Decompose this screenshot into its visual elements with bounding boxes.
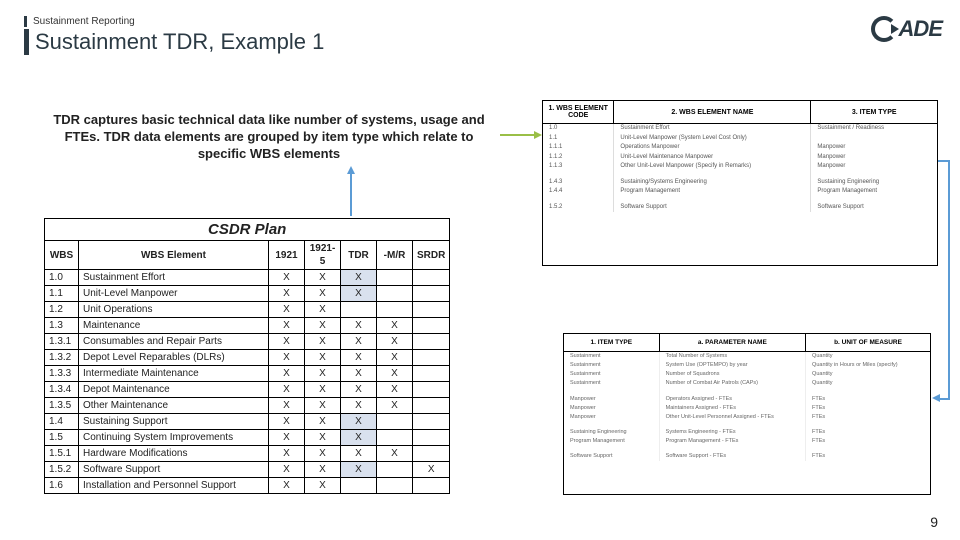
csdr-header-row: WBSWBS Element19211921-5TDR-M/RSRDR xyxy=(45,241,450,270)
description-text: TDR captures basic technical data like n… xyxy=(44,112,494,163)
header-kicker: Sustainment Reporting xyxy=(24,16,324,27)
csdr-col-header: -M/R xyxy=(377,241,413,270)
csdr-row: 1.1Unit-Level ManpowerXXX xyxy=(45,286,450,302)
page-number: 9 xyxy=(930,514,938,530)
csdr-plan-table: CSDR Plan WBSWBS Element19211921-5TDR-M/… xyxy=(44,218,450,494)
csdr-col-header: SRDR xyxy=(413,241,450,270)
itemtype-row: Software SupportSoftware Support - FTEsF… xyxy=(564,452,930,461)
logo-text: ADE xyxy=(899,16,942,42)
itemtype-row: SustainmentSystem Use (OPTEMPO) by yearQ… xyxy=(564,361,930,370)
wbs-row: 1.1.1Operations ManpowerManpower xyxy=(543,143,937,153)
wbs-col-header: 3. ITEM TYPE xyxy=(811,101,937,124)
csdr-row: 1.5.1Hardware ModificationsXXXX xyxy=(45,446,450,462)
csdr-col-header: WBS Element xyxy=(79,241,269,270)
brand-logo: ADE xyxy=(871,16,942,42)
logo-c-icon xyxy=(871,16,897,42)
csdr-row: 1.5.2Software SupportXXXX xyxy=(45,462,450,478)
wbs-col-header: 2. WBS ELEMENT NAME xyxy=(614,101,811,124)
csdr-col-header: TDR xyxy=(341,241,377,270)
itemtype-row: Program ManagementProgram Management - F… xyxy=(564,437,930,446)
itemtype-col-header: a. PARAMETER NAME xyxy=(659,334,805,352)
csdr-row: 1.3MaintenanceXXXX xyxy=(45,318,450,334)
itemtype-row: ManpowerMaintainers Assigned - FTEsFTEs xyxy=(564,404,930,413)
csdr-row: 1.2Unit OperationsXX xyxy=(45,302,450,318)
wbs-row: 1.0Sustainment EffortSustainment / Readi… xyxy=(543,124,937,134)
wbs-row: 1.4.3Sustaining/Systems EngineeringSusta… xyxy=(543,178,937,188)
wbs-row: 1.1Unit-Level Manpower (System Level Cos… xyxy=(543,134,937,144)
item-type-table: 1. ITEM TYPEa. PARAMETER NAMEb. UNIT OF … xyxy=(563,333,931,495)
wbs-col-header: 1. WBS ELEMENT CODE xyxy=(543,101,614,124)
csdr-row: 1.4Sustaining SupportXXX xyxy=(45,414,450,430)
arrow-up-icon xyxy=(350,172,352,216)
itemtype-col-header: 1. ITEM TYPE xyxy=(564,334,659,352)
itemtype-col-header: b. UNIT OF MEASURE xyxy=(806,334,930,352)
itemtype-row: ManpowerOperators Assigned - FTEsFTEs xyxy=(564,395,930,404)
itemtype-row: SustainmentTotal Number of SystemsQuanti… xyxy=(564,352,930,362)
slide-header: Sustainment Reporting Sustainment TDR, E… xyxy=(24,16,324,55)
wbs-row: 1.4.4Program ManagementProgram Managemen… xyxy=(543,187,937,197)
csdr-row: 1.3.1Consumables and Repair PartsXXXX xyxy=(45,334,450,350)
csdr-col-header: 1921 xyxy=(269,241,305,270)
csdr-row: 1.6Installation and Personnel SupportXX xyxy=(45,478,450,494)
csdr-row: 1.0Sustainment EffortXXX xyxy=(45,270,450,286)
csdr-row: 1.3.2Depot Level Reparables (DLRs)XXXX xyxy=(45,350,450,366)
arrow-right-icon xyxy=(500,134,536,136)
csdr-caption: CSDR Plan xyxy=(44,218,450,240)
connector-line xyxy=(938,160,950,400)
itemtype-row: Sustaining EngineeringSystems Engineerin… xyxy=(564,428,930,437)
slide-title: Sustainment TDR, Example 1 xyxy=(24,29,324,55)
csdr-row: 1.3.3Intermediate MaintenanceXXXX xyxy=(45,366,450,382)
itemtype-row: ManpowerOther Unit-Level Personnel Assig… xyxy=(564,413,930,422)
csdr-col-header: WBS xyxy=(45,241,79,270)
csdr-row: 1.3.4Depot MaintenanceXXXX xyxy=(45,382,450,398)
wbs-row: 1.5.2Software SupportSoftware Support xyxy=(543,203,937,213)
itemtype-row: SustainmentNumber of SquadronsQuantity xyxy=(564,370,930,379)
itemtype-row: SustainmentNumber of Combat Air Patrols … xyxy=(564,379,930,388)
csdr-col-header: 1921-5 xyxy=(305,241,341,270)
wbs-row: 1.1.3Other Unit-Level Manpower (Specify … xyxy=(543,162,937,172)
wbs-element-table: 1. WBS ELEMENT CODE2. WBS ELEMENT NAME3.… xyxy=(542,100,938,266)
csdr-row: 1.5Continuing System ImprovementsXXX xyxy=(45,430,450,446)
wbs-row: 1.1.2Unit-Level Maintenance ManpowerManp… xyxy=(543,153,937,163)
csdr-row: 1.3.5Other MaintenanceXXXX xyxy=(45,398,450,414)
